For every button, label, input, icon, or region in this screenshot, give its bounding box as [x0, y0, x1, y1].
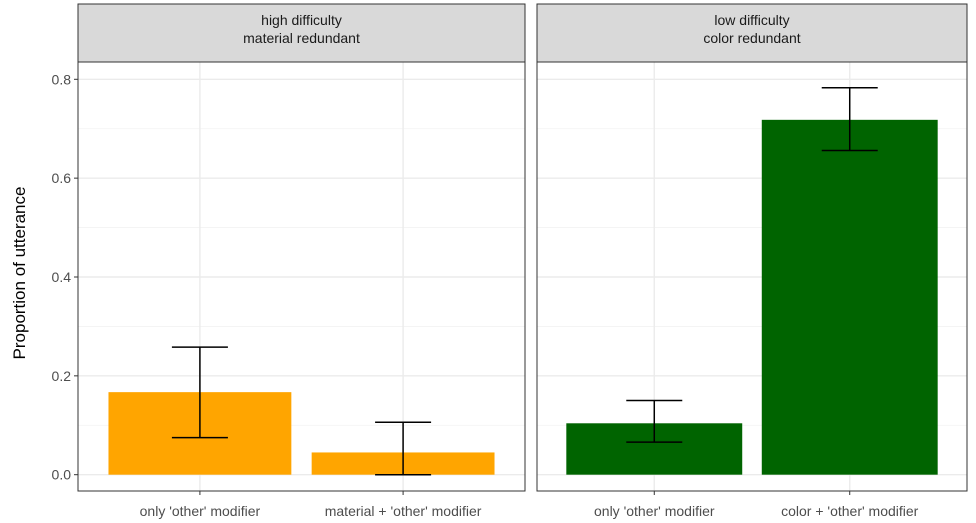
- y-axis: 0.0 0.2 0.4 0.6 0.8: [52, 71, 78, 483]
- x-tick-label: color + 'other' modifier: [781, 503, 919, 519]
- y-tick-label: 0.4: [52, 269, 72, 285]
- facet-strip-label: high difficulty: [261, 12, 342, 28]
- x-tick-label: only 'other' modifier: [140, 503, 261, 519]
- y-tick-label: 0.0: [52, 467, 72, 483]
- y-axis-title: Proportion of utterance: [10, 187, 29, 360]
- facet-strip-label: low difficulty: [714, 12, 789, 28]
- bar: [761, 119, 938, 475]
- panel-border: [536, 61, 968, 492]
- x-tick-label: only 'other' modifier: [594, 503, 715, 519]
- panels-layer: high difficulty material redundant only 'o…: [77, 3, 968, 519]
- facet-panel: high difficulty material redundant only 'o…: [77, 3, 526, 519]
- y-tick-label: 0.8: [52, 71, 72, 87]
- y-tick-label: 0.6: [52, 170, 72, 186]
- y-tick-label: 0.2: [52, 368, 72, 384]
- facet-strip-label: color redundant: [703, 30, 800, 46]
- facet-strip: [77, 3, 526, 63]
- x-tick-label: material + 'other' modifier: [325, 503, 482, 519]
- facet-panel: low difficulty color redundant only 'other…: [536, 3, 968, 519]
- facet-strip-label: material redundant: [243, 30, 360, 46]
